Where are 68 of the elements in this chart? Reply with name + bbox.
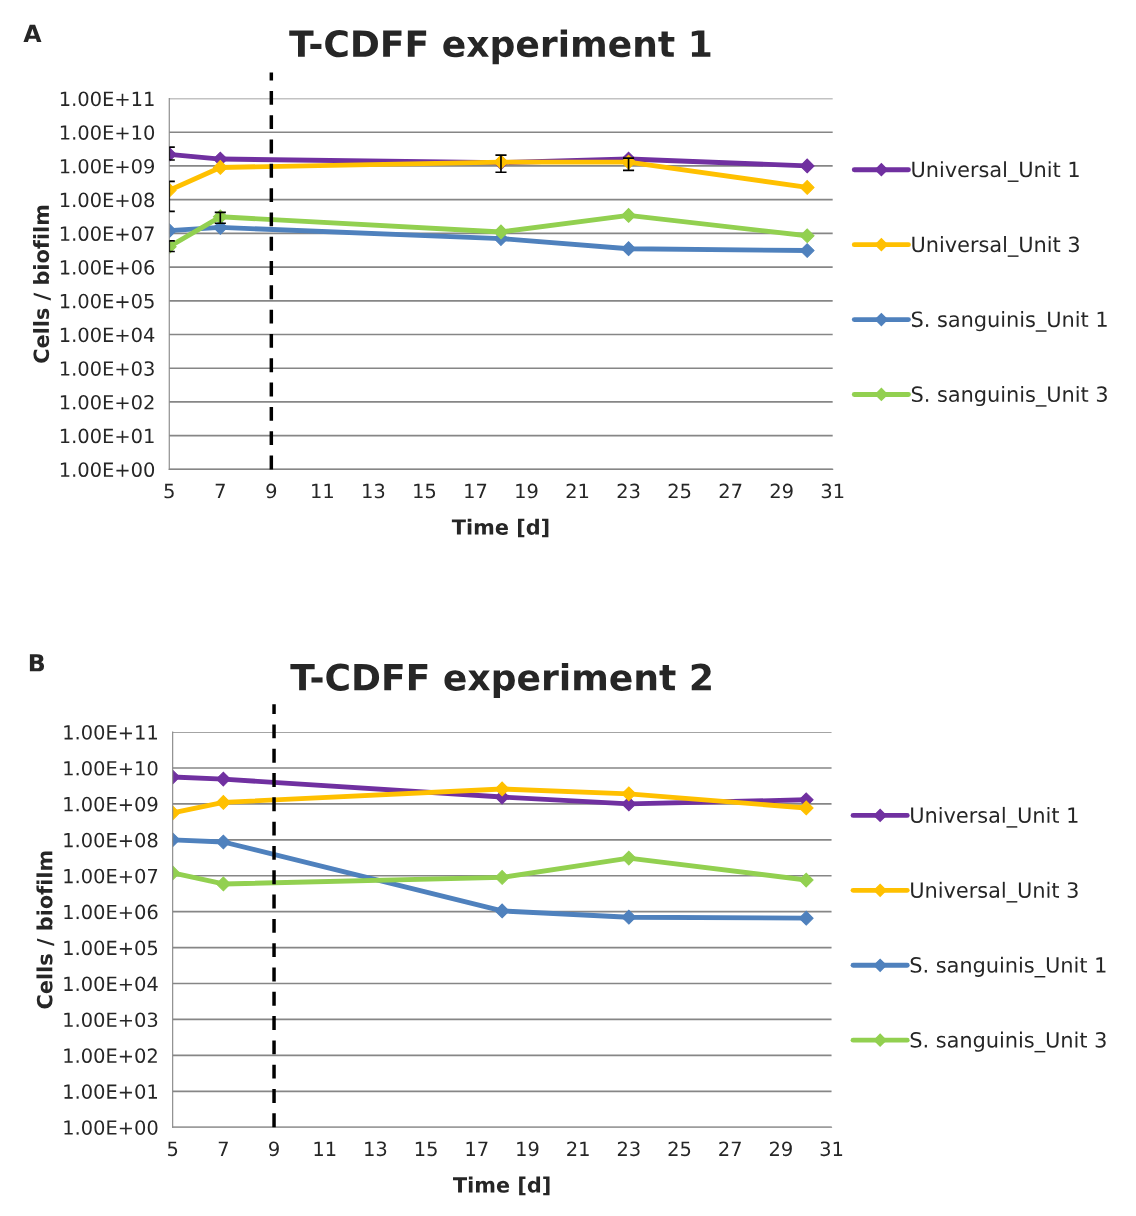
y-tick-label: 1.00E+07 xyxy=(60,226,154,242)
y-tick-label: 1.00E+06 xyxy=(64,904,158,920)
x-tick-label: 27 xyxy=(719,1141,741,1156)
x-tick-label: 25 xyxy=(668,483,691,499)
y-tick-label: 1.00E+08 xyxy=(60,192,155,208)
text: B xyxy=(29,654,45,672)
x-tick-label: 13 xyxy=(363,483,385,499)
y-tick-label: 1.00E+02 xyxy=(60,394,154,410)
x-tick-label: 21 xyxy=(567,1141,589,1156)
y-tick-label: 1.00E+02 xyxy=(64,1048,157,1064)
text: A xyxy=(23,24,42,42)
x-tick-label: 17 xyxy=(466,1141,488,1156)
y-tick-label: 1.00E+00 xyxy=(64,1120,158,1135)
y-tick-label: 1.00E+04 xyxy=(60,327,155,343)
x-tick-label: 21 xyxy=(566,483,589,499)
x-tick-label: 19 xyxy=(517,1141,539,1157)
y-tick-label: 1.00E+11 xyxy=(60,91,154,107)
x-tick-label: 29 xyxy=(770,483,793,499)
x-axis-title: Time [d] xyxy=(451,518,549,538)
x-tick-label: 7 xyxy=(218,1141,228,1156)
x-tick-label: 25 xyxy=(668,1141,691,1157)
legend-label: Universal_Unit 3 xyxy=(912,236,1079,257)
chart-title: T-CDFF experiment 2 xyxy=(290,662,711,698)
x-tick-label: 9 xyxy=(266,483,277,499)
x-tick-label: 31 xyxy=(821,483,844,499)
y-tick-label: 1.00E+11 xyxy=(64,724,157,740)
y-tick-label: 1.00E+05 xyxy=(64,940,158,956)
x-axis-title: Time [d] xyxy=(453,1176,550,1196)
x-tick-label: 5 xyxy=(164,483,174,499)
y-axis-title: Cells / biofilm xyxy=(36,851,55,1009)
x-tick-label: 23 xyxy=(617,1141,640,1157)
x-tick-label: 31 xyxy=(820,1141,843,1157)
legend-label: Universal_Unit 1 xyxy=(911,806,1078,828)
legend-label: S. sanguinis_Unit 3 xyxy=(911,385,1107,407)
y-tick-label: 1.00E+03 xyxy=(60,361,154,376)
legend-label: S. sanguinis_Unit 1 xyxy=(910,956,1106,978)
x-tick-label: 23 xyxy=(617,483,640,499)
x-tick-label: 5 xyxy=(167,1141,178,1157)
y-tick-label: 1.00E+10 xyxy=(60,125,155,140)
x-tick-label: 15 xyxy=(414,483,436,499)
chart-title: T-CDFF experiment 1 xyxy=(289,29,711,65)
x-tick-label: 7 xyxy=(215,483,225,499)
legend-label: Universal_Unit 3 xyxy=(911,881,1078,903)
y-tick-label: 1.00E+01 xyxy=(60,428,154,444)
x-tick-label: 29 xyxy=(769,1141,792,1157)
y-tick-label: 1.00E+05 xyxy=(60,293,154,309)
y-tick-label: 1.00E+09 xyxy=(60,158,155,174)
x-tick-label: 11 xyxy=(314,1141,336,1156)
y-tick-label: 1.00E+06 xyxy=(60,260,155,275)
y-tick-label: 1.00E+03 xyxy=(64,1012,158,1028)
legend-label: S. sanguinis_Unit 3 xyxy=(910,1031,1106,1053)
x-tick-label: 9 xyxy=(269,1141,279,1157)
y-tick-label: 1.00E+08 xyxy=(64,832,158,848)
y-tick-label: 1.00E+07 xyxy=(64,868,158,884)
y-tick-label: 1.00E+09 xyxy=(64,796,158,812)
y-tick-label: 1.00E+00 xyxy=(60,462,155,478)
x-tick-label: 17 xyxy=(465,483,487,499)
legend-label: Universal_Unit 1 xyxy=(912,161,1079,182)
x-tick-label: 15 xyxy=(415,1141,437,1157)
y-tick-label: 1.00E+01 xyxy=(64,1084,157,1099)
y-tick-label: 1.00E+10 xyxy=(64,760,158,776)
x-tick-label: 13 xyxy=(365,1141,387,1157)
x-tick-label: 19 xyxy=(516,483,538,499)
x-tick-label: 11 xyxy=(312,483,333,499)
y-tick-label: 1.00E+04 xyxy=(64,976,158,992)
legend-label: S. sanguinis_Unit 1 xyxy=(911,311,1107,332)
x-tick-label: 27 xyxy=(719,483,742,499)
y-axis-title: Cells / biofilm xyxy=(33,205,51,363)
